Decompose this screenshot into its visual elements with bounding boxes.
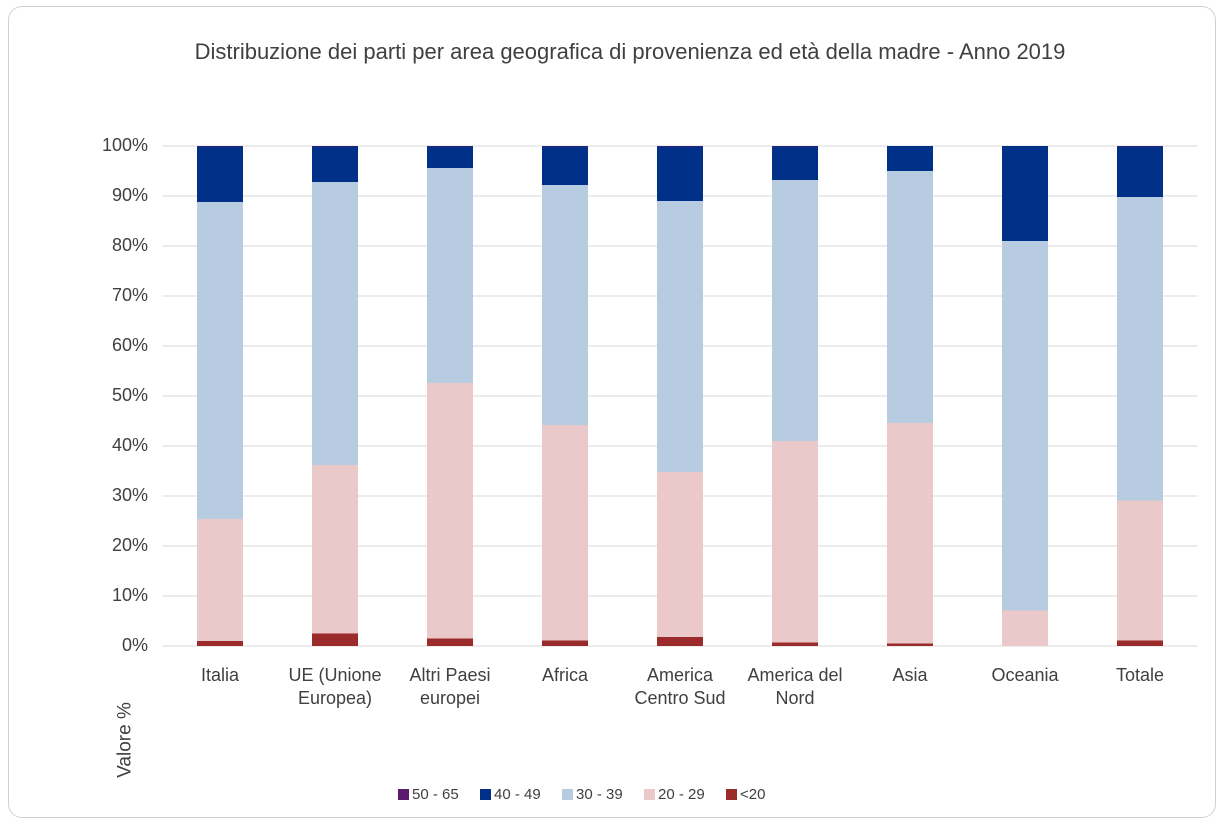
bar-segment bbox=[772, 180, 818, 441]
bar-segment bbox=[657, 146, 703, 201]
y-axis-label: Valore % bbox=[114, 702, 136, 778]
y-tick-label: 30% bbox=[111, 485, 148, 505]
y-tick-label: 80% bbox=[111, 235, 148, 255]
y-tick-label: 90% bbox=[111, 185, 148, 205]
legend-label: 30 - 39 bbox=[576, 786, 623, 803]
bar-segment bbox=[1117, 640, 1163, 646]
bar-segment bbox=[887, 643, 933, 646]
bar-segment bbox=[1117, 197, 1163, 501]
bar-segment bbox=[1117, 500, 1163, 641]
bar-segment bbox=[542, 425, 588, 641]
x-tick-label: Africa bbox=[541, 665, 588, 685]
bar-segment bbox=[772, 642, 818, 646]
bar-segment bbox=[312, 146, 358, 182]
bar-segment bbox=[312, 633, 358, 646]
bar-segment bbox=[542, 146, 588, 185]
bar-segment bbox=[197, 146, 243, 147]
bar-segment bbox=[427, 638, 473, 646]
bar-segment bbox=[312, 146, 358, 147]
y-tick-label: 40% bbox=[111, 435, 148, 455]
legend-swatch bbox=[480, 789, 491, 800]
bar-segment bbox=[542, 185, 588, 425]
bar-segment bbox=[1002, 146, 1048, 241]
bar-segment bbox=[197, 202, 243, 519]
bar-segment bbox=[657, 637, 703, 646]
y-tick-label: 50% bbox=[111, 385, 148, 405]
bar-segment bbox=[312, 465, 358, 634]
x-tick-label: Totale bbox=[1115, 665, 1165, 685]
x-tick-label: Oceania bbox=[991, 665, 1059, 685]
legend-label: <20 bbox=[740, 786, 766, 803]
x-tick-label: America Centro Sud bbox=[634, 665, 726, 708]
bar-segment bbox=[427, 383, 473, 639]
y-tick-label: 20% bbox=[111, 535, 148, 555]
y-tick-label: 100% bbox=[101, 135, 148, 155]
y-tick-label: 10% bbox=[111, 585, 148, 605]
x-tick-label: Altri Paesi europei bbox=[409, 665, 491, 708]
bar-segment bbox=[542, 146, 588, 147]
y-tick-label: 60% bbox=[111, 335, 148, 355]
bar-segment bbox=[542, 640, 588, 646]
bar-segment bbox=[1002, 610, 1048, 646]
y-tick-label: 70% bbox=[111, 285, 148, 305]
bar-segment bbox=[887, 146, 933, 171]
x-tick-label: UE (Unione Europea) bbox=[288, 665, 382, 708]
x-tick-label: America del Nord bbox=[747, 665, 843, 708]
bar-segment bbox=[657, 201, 703, 472]
chart-title: Distribuzione dei parti per area geograf… bbox=[194, 39, 1066, 64]
x-tick-label: Asia bbox=[892, 665, 928, 685]
bar-segment bbox=[1117, 146, 1163, 147]
bar-segment bbox=[197, 146, 243, 202]
legend-label: 40 - 49 bbox=[494, 786, 541, 803]
bar-segment bbox=[657, 146, 703, 147]
bar-segment bbox=[427, 146, 473, 168]
chart-frame bbox=[8, 6, 1216, 818]
bar-segment bbox=[887, 423, 933, 644]
x-tick-label: Italia bbox=[200, 665, 240, 685]
bar-segment bbox=[427, 168, 473, 383]
bar-segment bbox=[197, 641, 243, 646]
bar-segment bbox=[1117, 146, 1163, 197]
legend-swatch bbox=[644, 789, 655, 800]
legend-swatch bbox=[398, 789, 409, 800]
legend-swatch bbox=[726, 789, 737, 800]
bar-segment bbox=[772, 146, 818, 180]
bar-segment bbox=[887, 171, 933, 423]
bar-segment bbox=[772, 146, 818, 147]
bar-segment bbox=[197, 519, 243, 641]
bar-segment bbox=[312, 182, 358, 465]
y-tick-label: 0% bbox=[121, 635, 148, 655]
bar-segment bbox=[427, 146, 473, 147]
legend-swatch bbox=[562, 789, 573, 800]
bar-segment bbox=[1002, 241, 1048, 611]
legend-label: 20 - 29 bbox=[658, 786, 705, 803]
bar-segment bbox=[657, 472, 703, 637]
bar-segment bbox=[772, 441, 818, 643]
legend-label: 50 - 65 bbox=[412, 786, 459, 803]
